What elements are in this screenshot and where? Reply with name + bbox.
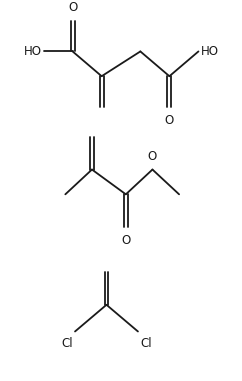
Text: O: O bbox=[68, 1, 77, 14]
Text: O: O bbox=[165, 114, 174, 126]
Text: Cl: Cl bbox=[61, 337, 73, 350]
Text: HO: HO bbox=[200, 45, 218, 58]
Text: Cl: Cl bbox=[140, 337, 152, 350]
Text: HO: HO bbox=[24, 45, 42, 58]
Text: O: O bbox=[148, 150, 157, 163]
Text: O: O bbox=[121, 234, 130, 247]
